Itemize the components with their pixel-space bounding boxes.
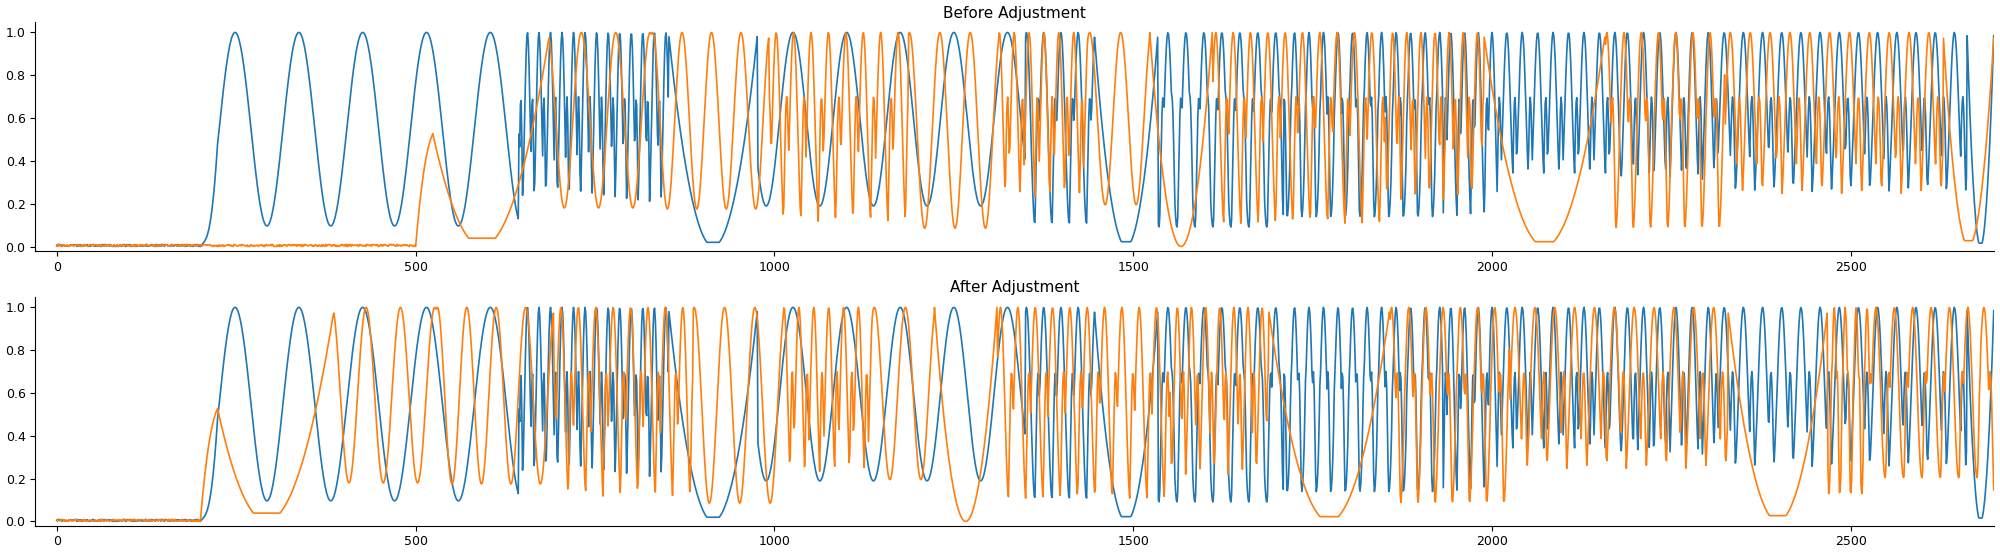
Title: Before Adjustment: Before Adjustment bbox=[944, 6, 1086, 20]
Title: After Adjustment: After Adjustment bbox=[950, 280, 1080, 295]
